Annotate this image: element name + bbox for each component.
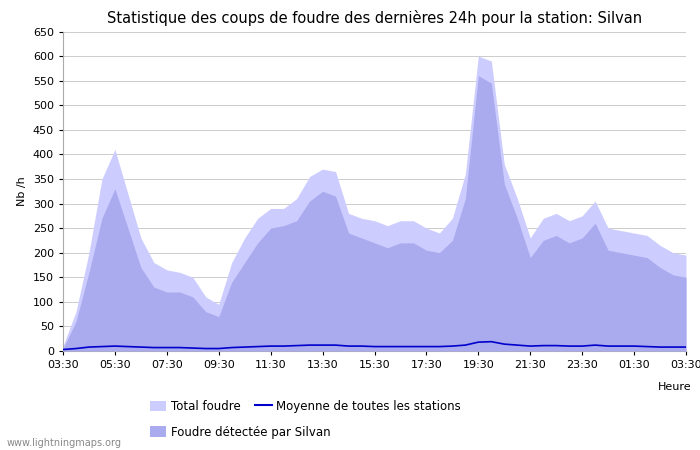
Legend: Foudre détectée par Silvan: Foudre détectée par Silvan (150, 426, 331, 439)
Y-axis label: Nb /h: Nb /h (18, 176, 27, 206)
Title: Statistique des coups de foudre des dernières 24h pour la station: Silvan: Statistique des coups de foudre des dern… (107, 10, 642, 26)
Text: Heure: Heure (658, 382, 692, 392)
Text: www.lightningmaps.org: www.lightningmaps.org (7, 438, 122, 448)
